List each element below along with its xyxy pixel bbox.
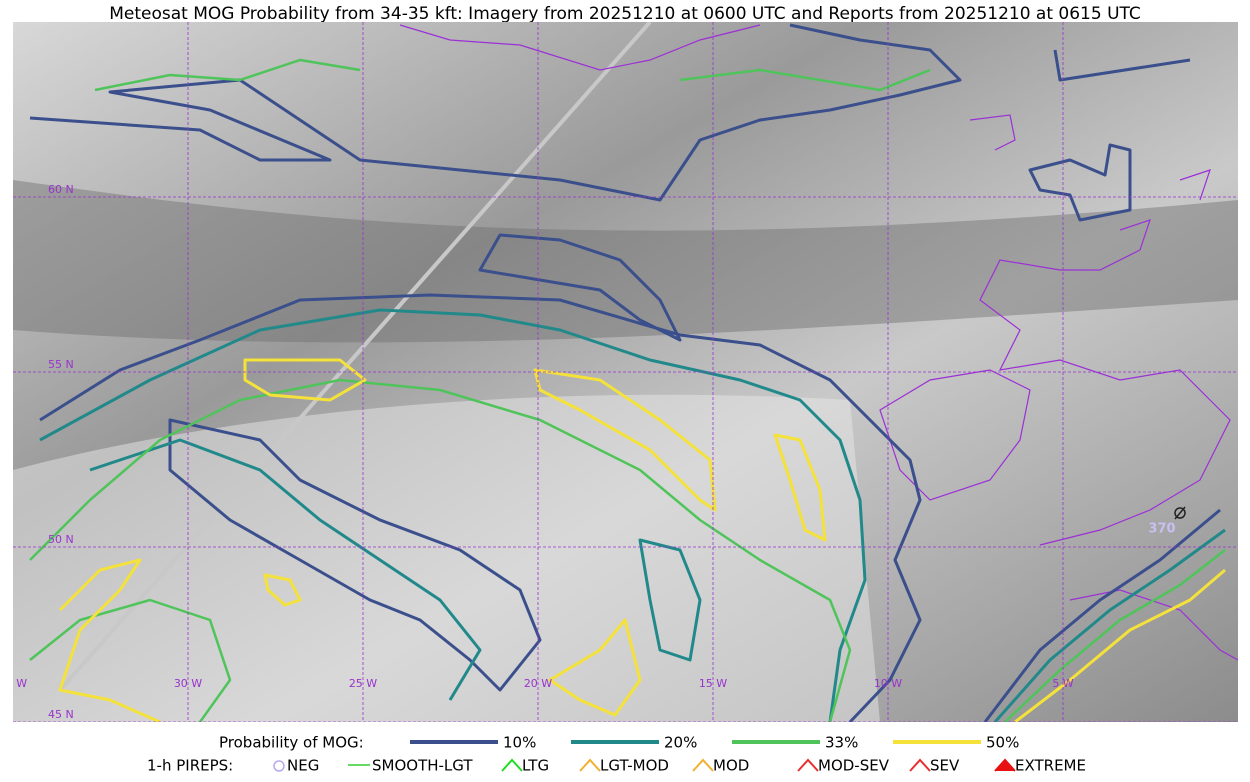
lon-label: 30 W (174, 677, 202, 690)
pirep-report: 370 (1148, 506, 1186, 537)
legend-title: Probability of MOG: (219, 734, 364, 752)
legend-label: 50% (986, 734, 1019, 752)
report-icon (1174, 507, 1186, 519)
legend-label: LGT-MOD (600, 757, 669, 775)
lon-label: 5 W (1052, 677, 1073, 690)
legend: Probability of MOG: 1-h PIREPS: 10% 20% 33… (147, 734, 1086, 775)
lon-label: 25 W (349, 677, 377, 690)
graticule: 60 N 55 N 50 N 45 N 35 W 30 W 25 W 20 W 15 W 10 W… (0, 22, 1238, 722)
legend-label: 10% (503, 734, 536, 752)
contours (29, 23, 1226, 722)
legend-label: SMOOTH-LGT (372, 757, 473, 775)
legend-swatch (579, 758, 601, 772)
title: Meteosat MOG Probability from 34-35 kft:… (109, 4, 1141, 24)
coastlines (399, 24, 1238, 661)
legend-label: NEG (287, 757, 319, 775)
legend-swatch (501, 758, 523, 772)
lon-label: 20 W (524, 677, 552, 690)
lat-label: 55 N (48, 358, 74, 371)
legend-label: MOD (713, 757, 749, 775)
legend-label: MOD-SEV (818, 757, 890, 775)
report-icon-slash (1174, 506, 1186, 520)
map: 60 N 55 N 50 N 45 N 35 W 30 W 25 W 20 W 15 W 10 W… (0, 22, 1238, 722)
legend-label: 33% (825, 734, 858, 752)
legend-label: LTG (522, 757, 549, 775)
lat-label: 60 N (48, 183, 74, 196)
lon-label: 10 W (874, 677, 902, 690)
lat-label: 50 N (48, 533, 74, 546)
lat-label: 45 N (48, 708, 74, 721)
legend-label: 20% (664, 734, 697, 752)
dry-band (13, 180, 1238, 343)
legend-title: 1-h PIREPS: (147, 757, 233, 775)
legend-swatch (994, 758, 1016, 772)
legend-label: SEV (930, 757, 960, 775)
legend-swatch (273, 760, 285, 772)
legend-swatch (692, 758, 714, 772)
legend-swatch (909, 758, 931, 772)
legend-swatch (797, 758, 819, 772)
cloud-area (13, 394, 880, 722)
legend-label: EXTREME (1015, 757, 1086, 775)
lon-label: 35 W (0, 677, 27, 690)
report-label: 370 (1148, 522, 1175, 537)
scan-artifact (58, 22, 652, 692)
lon-label: 15 W (699, 677, 727, 690)
